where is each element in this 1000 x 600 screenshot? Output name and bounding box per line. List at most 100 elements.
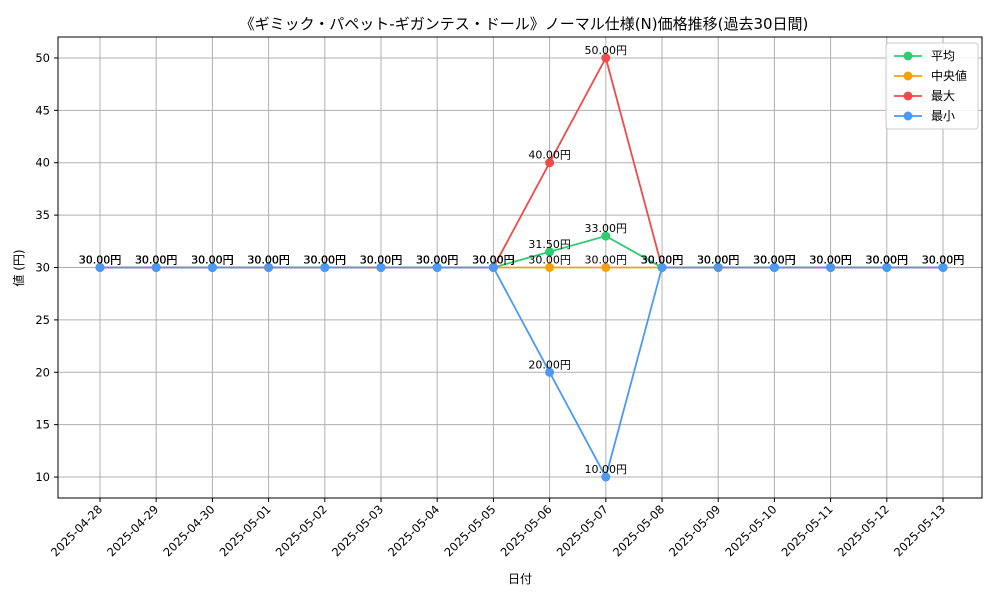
y-tick-label: 45 [35, 103, 50, 117]
data-label: 33.00円 [585, 222, 628, 235]
data-label: 30.00円 [135, 254, 178, 267]
data-label: 30.00円 [809, 254, 852, 267]
x-tick-label: 2025-04-29 [104, 502, 161, 559]
data-label: 30.00円 [191, 254, 234, 267]
data-label: 30.00円 [922, 254, 965, 267]
data-point [826, 263, 836, 272]
x-tick-label: 2025-05-07 [554, 502, 611, 559]
data-label: 30.00円 [135, 254, 178, 267]
x-tick-label: 2025-05-03 [329, 502, 386, 559]
x-tick-label: 2025-04-28 [48, 502, 105, 559]
data-point [432, 263, 442, 272]
data-label: 30.00円 [753, 254, 796, 267]
x-tick-label: 2025-05-08 [610, 502, 667, 559]
x-tick-label: 2025-05-04 [385, 502, 442, 559]
data-point [207, 263, 217, 272]
data-label: 30.00円 [753, 254, 796, 267]
legend-label: 最小 [931, 109, 955, 123]
y-tick-label: 20 [35, 365, 50, 379]
data-point [938, 263, 948, 272]
data-label: 30.00円 [866, 254, 909, 267]
data-label: 30.00円 [360, 254, 403, 267]
data-point [601, 231, 611, 241]
data-point [376, 263, 386, 272]
data-point [601, 472, 611, 482]
data-label: 30.00円 [809, 254, 852, 267]
data-label: 30.00円 [809, 254, 852, 267]
data-label: 30.00円 [416, 254, 459, 267]
y-tick-label: 30 [35, 261, 50, 275]
data-point [713, 263, 723, 272]
legend-marker [903, 71, 913, 81]
data-point [601, 263, 611, 272]
x-tick-label: 2025-05-11 [779, 502, 836, 559]
series-最小 [95, 263, 948, 482]
data-label: 30.00円 [304, 254, 347, 267]
data-label: 30.00円 [753, 254, 796, 267]
data-label: 30.00円 [79, 254, 122, 267]
y-tick-label: 15 [35, 418, 50, 432]
legend-label: 中央値 [931, 68, 967, 83]
data-label: 30.00円 [641, 254, 684, 267]
data-label: 31.50円 [528, 238, 571, 251]
data-point [151, 263, 161, 272]
data-label: 30.00円 [697, 254, 740, 267]
data-label: 30.00円 [641, 254, 684, 267]
data-label: 30.00円 [360, 254, 403, 267]
data-point [488, 263, 498, 272]
y-tick-label: 10 [35, 470, 50, 484]
data-point [545, 247, 555, 257]
data-point [657, 263, 667, 272]
y-tick-label: 40 [35, 156, 50, 170]
data-point [95, 263, 105, 272]
legend-marker [903, 51, 913, 61]
data-labels: 30.00円 30.00円 30.00円 30.00円 30.00円 30.00円 30.0… [79, 44, 965, 476]
x-tick-label: 2025-05-06 [498, 502, 555, 559]
data-label: 30.00円 [135, 254, 178, 267]
x-tick-label: 2025-05-13 [891, 502, 948, 559]
data-label: 30.00円 [866, 254, 909, 267]
data-label: 40.00円 [528, 149, 571, 162]
data-label: 30.00円 [79, 254, 122, 267]
data-label: 30.00円 [641, 254, 684, 267]
data-label: 30.00円 [247, 254, 290, 267]
y-tick-label: 35 [35, 208, 50, 222]
x-tick-label: 2025-05-12 [835, 502, 892, 559]
data-label: 30.00円 [247, 254, 290, 267]
data-label: 30.00円 [472, 254, 515, 267]
data-label: 30.00円 [416, 254, 459, 267]
data-label: 20.00円 [528, 358, 571, 371]
y-tick-label: 25 [35, 313, 50, 327]
x-axis-label: 日付 [508, 572, 532, 586]
data-point [545, 367, 555, 377]
data-label: 30.00円 [922, 254, 965, 267]
data-point [882, 263, 892, 272]
data-label: 30.00円 [416, 254, 459, 267]
data-point [320, 263, 330, 272]
series-layer [95, 53, 948, 482]
data-label: 30.00円 [472, 254, 515, 267]
data-label: 30.00円 [472, 254, 515, 267]
data-label: 30.00円 [697, 254, 740, 267]
series-line [100, 266, 943, 480]
y-axis-label: 値 (円) [11, 249, 26, 286]
data-label: 30.00円 [585, 254, 628, 267]
x-tick-label: 2025-04-30 [160, 502, 217, 559]
data-label: 50.00円 [585, 44, 628, 57]
chart-title: 《ギミック・パペット-ギガンテス・ドール》ノーマル仕様(N)価格推移(過去30日… [240, 15, 809, 33]
data-label: 30.00円 [79, 254, 122, 267]
legend-label: 最大 [931, 89, 955, 103]
data-label: 30.00円 [247, 254, 290, 267]
data-label: 30.00円 [416, 254, 459, 267]
data-point [264, 263, 274, 272]
legend-frame [885, 42, 979, 130]
data-label: 30.00円 [697, 254, 740, 267]
x-tick-label: 2025-05-02 [273, 502, 330, 559]
data-label: 30.00円 [304, 254, 347, 267]
data-label: 30.00円 [191, 254, 234, 267]
data-label: 30.00円 [360, 254, 403, 267]
x-tick-label: 2025-05-09 [666, 502, 723, 559]
data-label: 30.00円 [191, 254, 234, 267]
